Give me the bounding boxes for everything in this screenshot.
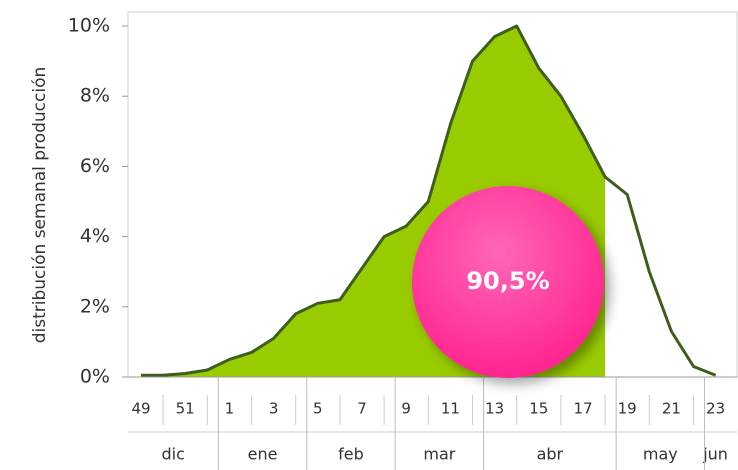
month-label: ene <box>248 445 278 464</box>
annotation-text: 90,5% <box>466 267 549 295</box>
y-tick-label: 4% <box>80 225 110 247</box>
month-label: dic <box>161 445 184 464</box>
x-tick-label: 3 <box>269 400 279 418</box>
y-axis-label: distribución semanal producción <box>30 67 50 344</box>
month-label: jun <box>702 445 728 464</box>
line <box>141 24 717 377</box>
x-tick-label: 23 <box>706 400 725 418</box>
x-tick-label: 5 <box>313 400 323 418</box>
y-tick-label: 6% <box>80 155 110 177</box>
y-tick-label: 2% <box>80 295 110 317</box>
y-tick-label: 0% <box>80 366 110 388</box>
x-tick-label: 17 <box>573 400 592 418</box>
x-tick-label: 13 <box>485 400 504 418</box>
x-tick-label: 51 <box>176 400 195 418</box>
x-tick-label: 19 <box>618 400 637 418</box>
x-tick-label: 7 <box>357 400 367 418</box>
month-label: feb <box>338 445 364 464</box>
x-tick-label: 11 <box>441 400 460 418</box>
x-tick-label: 49 <box>131 400 150 418</box>
month-label: abr <box>537 445 564 464</box>
x-tick-label: 21 <box>662 400 681 418</box>
x-tick-label: 15 <box>529 400 548 418</box>
annotation-circle <box>412 186 604 378</box>
x-tick-label: 1 <box>225 400 235 418</box>
x-tick-label: 9 <box>401 400 411 418</box>
month-label: mar <box>423 445 455 464</box>
y-tick-label: 10% <box>68 15 110 37</box>
y-tick-label: 8% <box>80 85 110 107</box>
month-label: may <box>643 445 678 464</box>
